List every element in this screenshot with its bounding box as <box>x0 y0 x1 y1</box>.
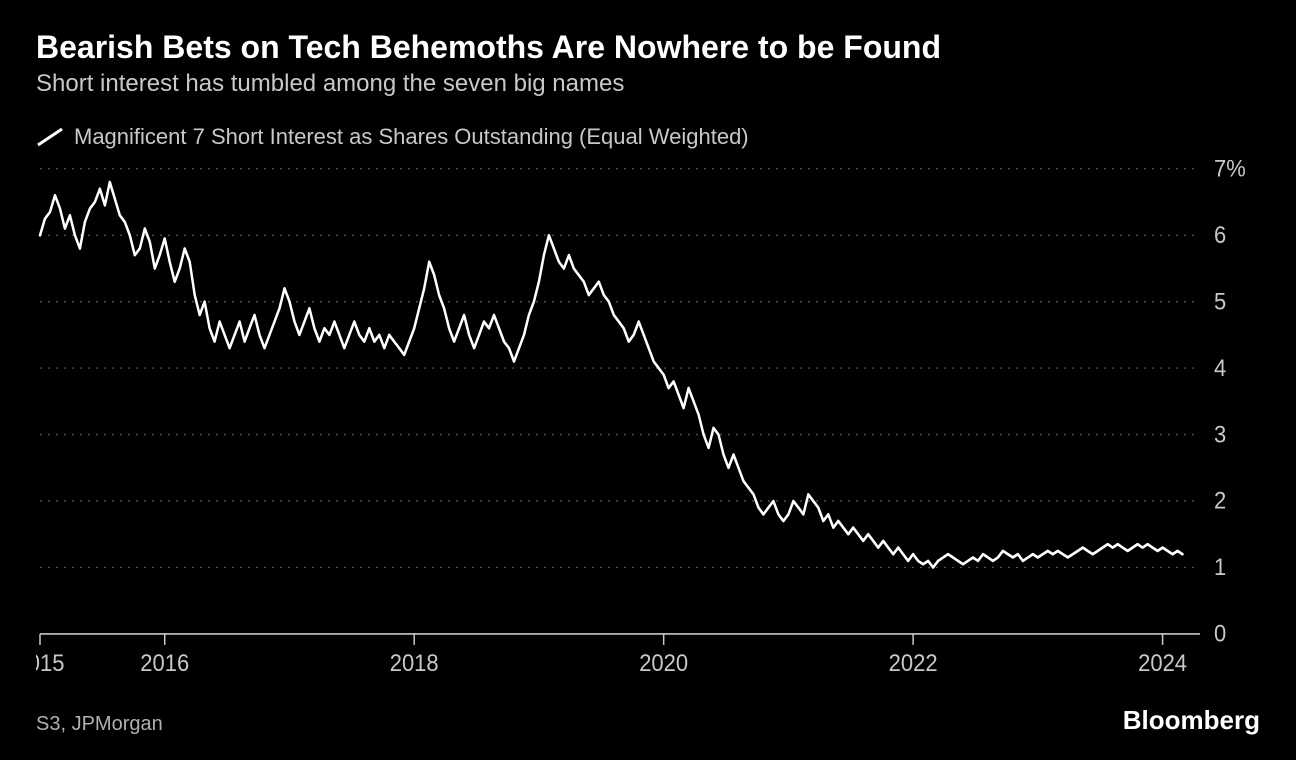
y-tick-label: 6 <box>1214 221 1226 248</box>
legend-line-icon <box>36 125 64 149</box>
legend-label: Magnificent 7 Short Interest as Shares O… <box>74 124 749 150</box>
y-tick-label: 0 <box>1214 620 1226 647</box>
y-tick-label: 4 <box>1214 354 1226 381</box>
x-tick-label: 2022 <box>889 650 938 677</box>
x-tick-label: 2015 <box>36 650 64 677</box>
series-line <box>40 182 1183 567</box>
x-tick-label: 2020 <box>639 650 688 677</box>
x-tick-label: 2018 <box>390 650 439 677</box>
chart-container: Bearish Bets on Tech Behemoths Are Nowhe… <box>0 0 1296 760</box>
plot-svg: 2015 2016 2018 2020 2022 2024 0 1 2 3 4 5 6 7% <box>36 160 1260 687</box>
chart-title: Bearish Bets on Tech Behemoths Are Nowhe… <box>36 28 1260 66</box>
plot-area: 2015 2016 2018 2020 2022 2024 0 1 2 3 4 5 6 7% <box>36 160 1260 687</box>
source-label: S3, JPMorgan <box>36 713 163 736</box>
chart-footer: S3, JPMorgan Bloomberg <box>36 705 1260 736</box>
y-tick-label: 2 <box>1214 487 1226 514</box>
chart-subtitle: Short interest has tumbled among the sev… <box>36 70 1260 98</box>
y-tick-label: 3 <box>1214 421 1226 448</box>
chart-legend: Magnificent 7 Short Interest as Shares O… <box>36 124 1260 150</box>
y-tick-label: 7% <box>1214 160 1246 182</box>
x-tick-label: 2024 <box>1138 650 1187 677</box>
y-tick-label: 1 <box>1214 554 1226 581</box>
brand-label: Bloomberg <box>1123 705 1260 736</box>
x-tick-label: 2016 <box>140 650 189 677</box>
y-tick-label: 5 <box>1214 288 1226 315</box>
